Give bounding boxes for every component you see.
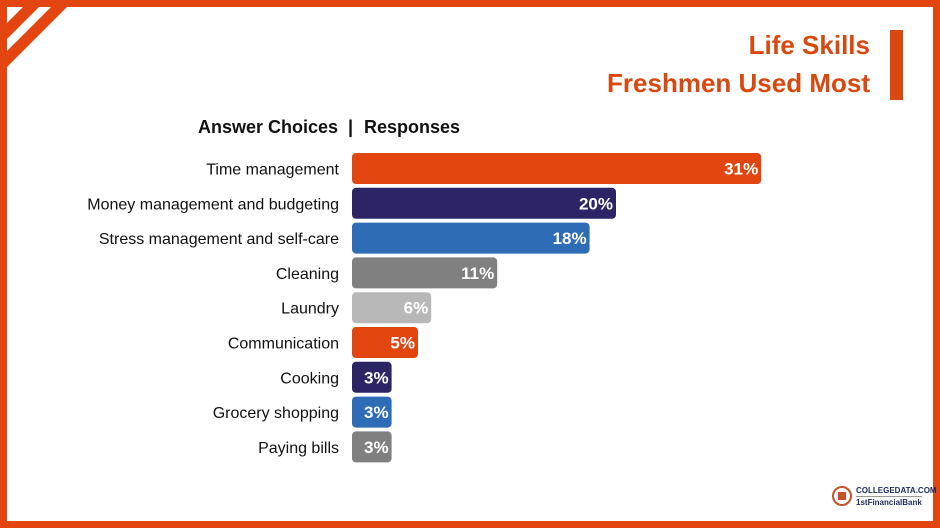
logo-text-collegedata: COLLEGEDATA.COM bbox=[856, 486, 937, 495]
category-label-6: Communication bbox=[228, 336, 339, 353]
bar-8 bbox=[352, 396, 392, 428]
logo-text-bank: 1stFinancialBank bbox=[856, 498, 922, 507]
header-responses: Responses bbox=[364, 117, 461, 137]
category-label-1: Time management bbox=[206, 162, 339, 179]
value-label-3: 18% bbox=[553, 229, 587, 248]
bar-4 bbox=[352, 257, 498, 289]
value-label-1: 31% bbox=[724, 160, 758, 179]
collegedata-logo: COLLEGEDATA.COM 1stFinancialBank bbox=[832, 486, 937, 510]
bar-1 bbox=[352, 153, 762, 184]
category-label-9: Paying bills bbox=[258, 440, 339, 457]
title-line-1: Life Skills bbox=[748, 30, 870, 60]
slide-title: Life Skills Freshmen Used Most bbox=[607, 26, 870, 102]
category-label-3: Stress management and self-care bbox=[99, 231, 339, 248]
value-label-8: 3% bbox=[364, 403, 389, 422]
category-label-7: Cooking bbox=[280, 370, 339, 387]
value-label-5: 6% bbox=[404, 299, 429, 318]
category-label-5: Laundry bbox=[281, 301, 339, 318]
value-label-9: 3% bbox=[364, 438, 389, 457]
bar-2 bbox=[352, 187, 616, 219]
bar-3 bbox=[352, 222, 590, 254]
category-label-2: Money management and budgeting bbox=[87, 196, 339, 213]
bar-7 bbox=[352, 361, 392, 393]
corner-stripes-decoration bbox=[0, 0, 74, 74]
value-label-7: 3% bbox=[364, 368, 389, 387]
logo-divider bbox=[856, 496, 922, 497]
value-label-4: 11% bbox=[461, 264, 494, 283]
category-label-4: Cleaning bbox=[276, 266, 339, 283]
header-separator: | bbox=[348, 117, 354, 137]
bar-9 bbox=[352, 431, 392, 463]
bar-6 bbox=[352, 327, 418, 358]
title-line-2: Freshmen Used Most bbox=[607, 68, 870, 98]
title-accent-bar bbox=[890, 30, 903, 100]
value-label-6: 5% bbox=[390, 334, 415, 353]
category-label-8: Grocery shopping bbox=[213, 405, 339, 422]
value-label-2: 20% bbox=[579, 194, 613, 213]
header-answer-choices: Answer Choices bbox=[197, 117, 338, 137]
bar-5 bbox=[352, 292, 432, 324]
logo-emblem-icon bbox=[832, 486, 852, 506]
